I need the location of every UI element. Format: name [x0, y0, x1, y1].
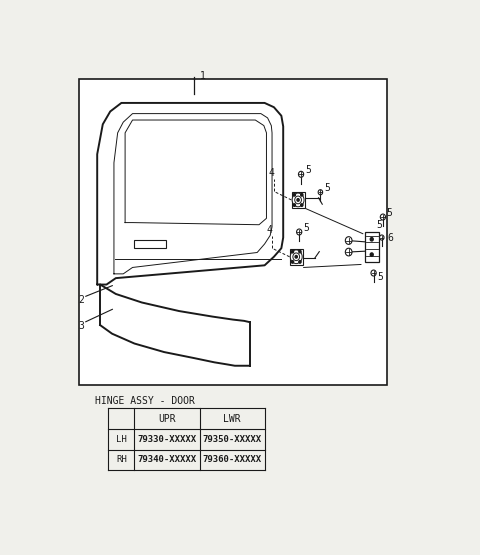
- Text: 5: 5: [304, 223, 310, 233]
- Circle shape: [295, 255, 297, 258]
- Text: 5: 5: [376, 220, 382, 230]
- Bar: [134, 240, 166, 248]
- Circle shape: [345, 248, 352, 256]
- Text: 5: 5: [386, 208, 393, 218]
- Bar: [291, 192, 305, 208]
- Circle shape: [380, 214, 385, 220]
- Text: 1: 1: [200, 71, 205, 81]
- Circle shape: [318, 190, 323, 195]
- Circle shape: [292, 193, 304, 207]
- Circle shape: [290, 250, 302, 264]
- Text: 4: 4: [266, 225, 272, 235]
- Text: LWR: LWR: [223, 413, 241, 423]
- Text: 6: 6: [387, 234, 393, 244]
- Text: HINGE ASSY - DOOR: HINGE ASSY - DOOR: [96, 396, 195, 406]
- Text: LH: LH: [116, 435, 127, 444]
- Circle shape: [300, 204, 303, 206]
- Text: 5: 5: [377, 273, 383, 282]
- Text: 79340-XXXXX: 79340-XXXXX: [137, 455, 196, 465]
- Circle shape: [299, 261, 301, 263]
- Text: RH: RH: [116, 455, 127, 465]
- Circle shape: [297, 199, 299, 201]
- Text: 79330-XXXXX: 79330-XXXXX: [137, 435, 196, 444]
- Bar: [365, 231, 379, 263]
- Circle shape: [370, 238, 373, 241]
- Circle shape: [345, 236, 352, 244]
- Text: 2: 2: [79, 295, 84, 305]
- Text: 79360-XXXXX: 79360-XXXXX: [203, 455, 262, 465]
- Bar: [290, 249, 303, 265]
- Circle shape: [300, 194, 303, 196]
- Circle shape: [299, 171, 304, 177]
- Circle shape: [291, 261, 294, 263]
- Circle shape: [370, 253, 373, 256]
- Bar: [79, 79, 387, 385]
- Text: 3: 3: [79, 321, 84, 331]
- Circle shape: [295, 196, 301, 204]
- Text: 4: 4: [268, 168, 274, 178]
- Text: 5: 5: [324, 183, 330, 193]
- Text: 79350-XXXXX: 79350-XXXXX: [203, 435, 262, 444]
- Circle shape: [299, 250, 301, 253]
- Circle shape: [380, 235, 384, 240]
- Text: UPR: UPR: [158, 413, 176, 423]
- Circle shape: [291, 250, 294, 253]
- Circle shape: [293, 253, 300, 261]
- Text: 5: 5: [305, 165, 312, 175]
- Circle shape: [293, 194, 296, 196]
- Circle shape: [371, 270, 376, 276]
- Circle shape: [297, 229, 302, 235]
- Circle shape: [293, 204, 296, 206]
